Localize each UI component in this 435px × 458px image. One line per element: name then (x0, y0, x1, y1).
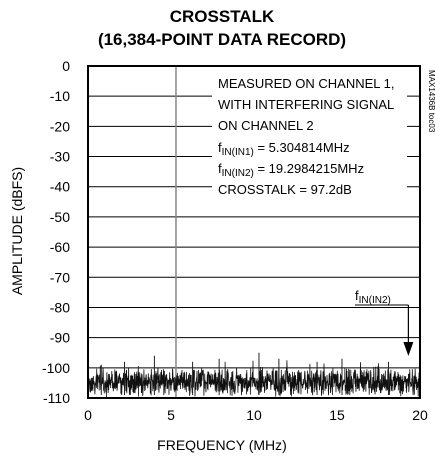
y-tick-label: -40 (50, 179, 70, 195)
annotation-line2: WITH INTERFERING SIGNAL (218, 97, 394, 112)
chart-title-line2: (16,384-POINT DATA RECORD) (98, 30, 346, 49)
plot-frame (87, 65, 421, 399)
grid-lines (88, 95, 420, 369)
y-tick-label: -30 (50, 149, 70, 165)
annotation-crosstalk: CROSSTALK = 97.2dB (218, 182, 352, 197)
y-tick-label: -50 (50, 209, 70, 225)
y-tick-label: -10 (50, 88, 70, 104)
annotation-fin2: fIN(IN2) = 19.2984215MHz (218, 161, 364, 179)
y-tick-label: -110 (43, 390, 70, 406)
figure-code: MAX1436B toc03 (427, 70, 435, 133)
y-tick-label: -60 (50, 239, 70, 255)
annotation-box: MEASURED ON CHANNEL 1, WITH INTERFERING … (212, 72, 407, 202)
x-tick-label: 0 (84, 407, 92, 423)
x-axis-label: FREQUENCY (MHz) (157, 437, 287, 453)
arrow-head (403, 342, 414, 356)
y-tick-label: 0 (62, 58, 70, 74)
x-tick-label: 10 (246, 407, 262, 423)
x-tick-label: 20 (412, 407, 428, 423)
noise-floor-path (87, 360, 421, 398)
fin2-arrow (355, 304, 414, 356)
y-tick-label: -90 (50, 330, 70, 346)
annotation-line1: MEASURED ON CHANNEL 1, (218, 76, 395, 91)
chart-title-line1: CROSSTALK (170, 7, 275, 26)
annotation-fin1: fIN(IN1) = 5.304814MHz (218, 140, 350, 158)
spur-peaks (100, 352, 389, 395)
annotation-line3: ON CHANNEL 2 (218, 118, 314, 133)
y-tick-label: -70 (50, 269, 70, 285)
y-tick-label: -20 (50, 118, 70, 134)
fin2-arrow-label: fIN(IN2) (355, 288, 391, 306)
arrow-label: fIN(IN2) (355, 288, 391, 306)
x-tick-labels: 0 5 10 15 20 (84, 407, 428, 423)
x-tick-label: 15 (329, 407, 345, 423)
y-axis-label: AMPLITUDE (dBFS) (9, 167, 25, 295)
x-tick-label: 5 (167, 407, 175, 423)
noise-floor-trace (87, 360, 421, 398)
y-tick-labels: 0 -10 -20 -30 -40 -50 -60 -70 -80 -90 -100 -110 (42, 58, 70, 406)
y-tick-label: -100 (42, 360, 70, 376)
y-tick-label: -80 (50, 299, 70, 315)
